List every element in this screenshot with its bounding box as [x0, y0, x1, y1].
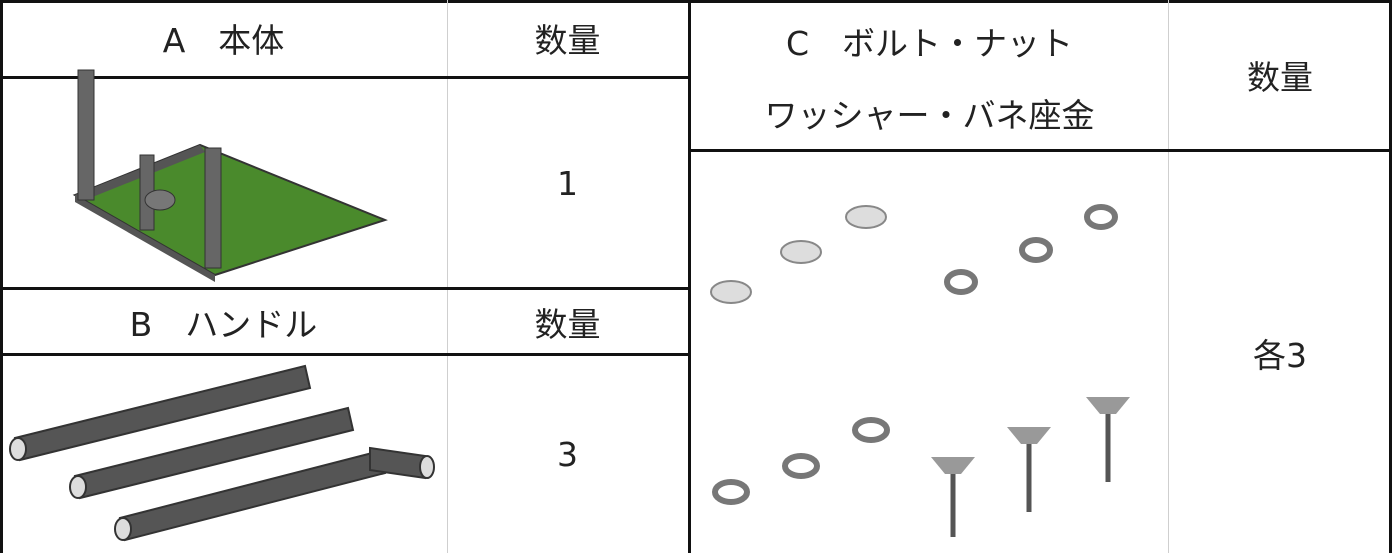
quantity-header: 数量 — [534, 304, 601, 344]
quantity-header: 数量 — [534, 21, 601, 60]
header-line — [0, 353, 690, 356]
header-line — [0, 76, 690, 79]
quantity-header: 数量 — [1247, 57, 1313, 97]
quantity: 1 — [557, 163, 578, 203]
row-line — [0, 287, 690, 290]
table-divider — [688, 0, 691, 553]
handle-illustration — [9, 364, 435, 542]
column-line — [447, 0, 448, 553]
header-line — [690, 149, 1392, 152]
section-title: B ハンドル — [129, 304, 318, 344]
quantity: 3 — [557, 435, 578, 474]
quantity: 各3 — [1253, 335, 1307, 375]
section-title: A 本体 — [162, 21, 285, 60]
section-title-line: C ボルト・ナット — [785, 24, 1074, 63]
section-title-line: ワッシャー・バネ座金 — [764, 96, 1095, 135]
hardware-illustration — [710, 204, 1130, 537]
body-illustration — [72, 69, 388, 282]
column-line — [1168, 0, 1169, 553]
